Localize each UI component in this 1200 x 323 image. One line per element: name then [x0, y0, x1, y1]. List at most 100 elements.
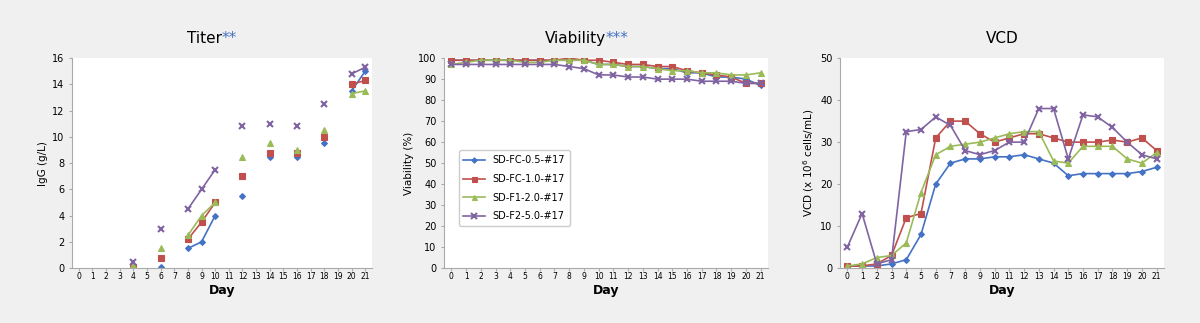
SD-F2-5.0-#17 — [444, 62, 458, 66]
SD-F2-5.0-#17 — [518, 62, 533, 66]
SD-F2-5.0-#17 — [592, 73, 606, 77]
SD-FC-0.5-#17 — [724, 75, 738, 79]
SD-F2-5.0-#17 — [154, 227, 168, 231]
SD-FC-1.0-#17 — [650, 65, 665, 68]
SD-F2-5.0-#17 — [1105, 125, 1120, 129]
SD-F1-2.0-#17 — [988, 136, 1002, 140]
SD-FC-1.0-#17 — [754, 81, 768, 85]
SD-F1-2.0-#17 — [474, 58, 488, 62]
SD-F1-2.0-#17 — [1135, 161, 1150, 165]
SD-F1-2.0-#17 — [317, 128, 331, 132]
SD-FC-1.0-#17 — [943, 119, 958, 123]
SD-F1-2.0-#17 — [724, 73, 738, 77]
SD-FC-0.5-#17 — [1016, 153, 1031, 157]
SD-F1-2.0-#17 — [650, 67, 665, 70]
SD-F1-2.0-#17 — [577, 58, 592, 62]
SD-FC-1.0-#17 — [503, 58, 517, 62]
SD-FC-1.0-#17 — [1002, 136, 1016, 140]
SD-F2-5.0-#17 — [547, 62, 562, 66]
SD-F2-5.0-#17 — [754, 81, 768, 85]
SD-F1-2.0-#17 — [1105, 144, 1120, 148]
SD-F2-5.0-#17 — [263, 122, 277, 126]
SD-F1-2.0-#17 — [739, 73, 754, 77]
SD-FC-0.5-#17 — [988, 155, 1002, 159]
SD-FC-0.5-#17 — [263, 155, 277, 159]
SD-FC-0.5-#17 — [899, 258, 913, 262]
SD-F2-5.0-#17 — [709, 79, 724, 83]
SD-FC-0.5-#17 — [958, 157, 972, 161]
SD-FC-0.5-#17 — [620, 65, 635, 68]
Text: ***: *** — [606, 31, 629, 46]
SD-F1-2.0-#17 — [929, 153, 943, 157]
SD-FC-1.0-#17 — [518, 58, 533, 62]
SD-F1-2.0-#17 — [1150, 151, 1164, 154]
SD-FC-0.5-#17 — [1046, 161, 1061, 165]
SD-F2-5.0-#17 — [1076, 113, 1091, 117]
SD-F1-2.0-#17 — [488, 58, 503, 62]
SD-F1-2.0-#17 — [181, 233, 196, 237]
SD-FC-1.0-#17 — [577, 58, 592, 62]
SD-F2-5.0-#17 — [606, 73, 620, 77]
SD-FC-1.0-#17 — [1032, 132, 1046, 136]
SD-FC-0.5-#17 — [679, 71, 694, 75]
SD-F1-2.0-#17 — [709, 71, 724, 75]
SD-FC-1.0-#17 — [1135, 136, 1150, 140]
SD-FC-1.0-#17 — [1120, 140, 1134, 144]
SD-F2-5.0-#17 — [208, 168, 222, 172]
SD-FC-0.5-#17 — [444, 58, 458, 62]
SD-FC-1.0-#17 — [533, 58, 547, 62]
SD-F2-5.0-#17 — [958, 149, 972, 152]
SD-FC-0.5-#17 — [606, 62, 620, 66]
SD-F1-2.0-#17 — [154, 246, 168, 250]
SD-FC-0.5-#17 — [709, 75, 724, 79]
SD-FC-0.5-#17 — [358, 69, 372, 73]
SD-FC-1.0-#17 — [1150, 149, 1164, 152]
SD-F1-2.0-#17 — [679, 69, 694, 73]
Line: SD-FC-1.0-#17: SD-FC-1.0-#17 — [131, 78, 368, 270]
SD-F1-2.0-#17 — [458, 60, 473, 64]
SD-FC-0.5-#17 — [636, 65, 650, 68]
SD-FC-0.5-#17 — [562, 58, 576, 62]
SD-FC-1.0-#17 — [194, 220, 209, 224]
Text: Viability: Viability — [545, 31, 606, 46]
SD-F1-2.0-#17 — [606, 62, 620, 66]
SD-F1-2.0-#17 — [194, 214, 209, 218]
SD-F1-2.0-#17 — [126, 264, 140, 267]
SD-FC-0.5-#17 — [592, 62, 606, 66]
SD-F2-5.0-#17 — [1032, 107, 1046, 110]
SD-F2-5.0-#17 — [679, 77, 694, 81]
Line: SD-FC-1.0-#17: SD-FC-1.0-#17 — [845, 118, 1159, 269]
SD-FC-1.0-#17 — [181, 237, 196, 241]
Line: SD-FC-0.5-#17: SD-FC-0.5-#17 — [449, 58, 763, 88]
SD-FC-0.5-#17 — [503, 58, 517, 62]
SD-F1-2.0-#17 — [754, 71, 768, 75]
Line: SD-F2-5.0-#17: SD-F2-5.0-#17 — [130, 64, 368, 265]
SD-FC-1.0-#17 — [562, 56, 576, 60]
X-axis label: Day: Day — [209, 284, 235, 297]
SD-F1-2.0-#17 — [1091, 144, 1105, 148]
SD-F1-2.0-#17 — [1120, 157, 1134, 161]
SD-FC-1.0-#17 — [884, 254, 899, 257]
SD-FC-1.0-#17 — [988, 140, 1002, 144]
SD-F1-2.0-#17 — [884, 254, 899, 257]
SD-F1-2.0-#17 — [547, 58, 562, 62]
SD-FC-1.0-#17 — [1016, 132, 1031, 136]
SD-FC-0.5-#17 — [1120, 172, 1134, 175]
SD-F2-5.0-#17 — [344, 72, 359, 76]
X-axis label: Day: Day — [989, 284, 1015, 297]
SD-FC-0.5-#17 — [1150, 165, 1164, 169]
SD-F2-5.0-#17 — [488, 62, 503, 66]
SD-FC-1.0-#17 — [724, 75, 738, 79]
SD-F2-5.0-#17 — [126, 260, 140, 264]
SD-FC-0.5-#17 — [840, 264, 854, 268]
Text: Titer: Titer — [187, 31, 222, 46]
SD-FC-0.5-#17 — [317, 141, 331, 145]
SD-FC-0.5-#17 — [208, 214, 222, 218]
SD-FC-1.0-#17 — [290, 151, 305, 154]
SD-F2-5.0-#17 — [650, 77, 665, 81]
Line: SD-F1-2.0-#17: SD-F1-2.0-#17 — [449, 57, 763, 78]
SD-FC-0.5-#17 — [344, 89, 359, 93]
SD-F1-2.0-#17 — [1061, 161, 1075, 165]
SD-F1-2.0-#17 — [840, 264, 854, 268]
SD-FC-1.0-#17 — [235, 174, 250, 178]
